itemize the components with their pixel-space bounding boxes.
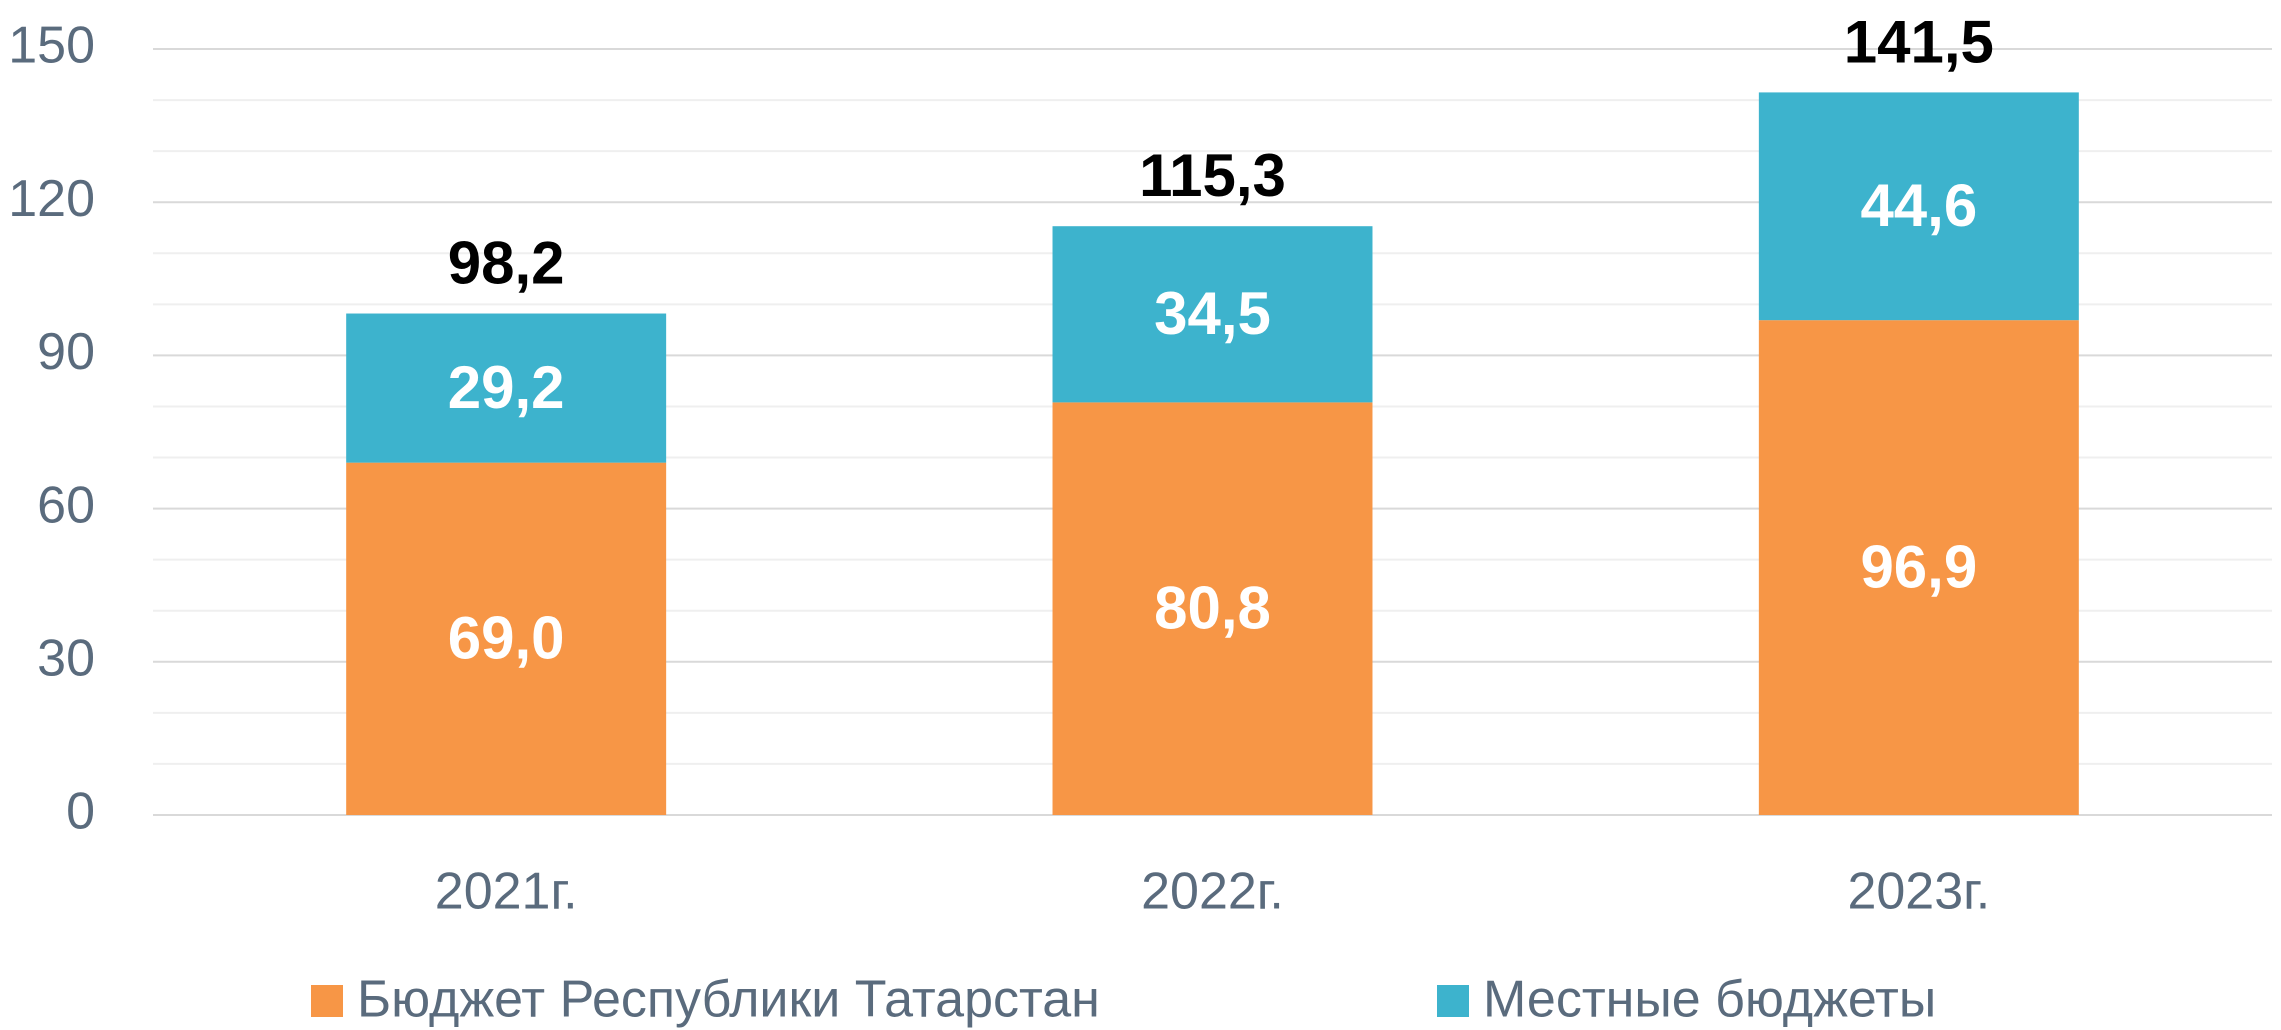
x-tick-label: 2022г.	[1141, 863, 1284, 921]
value-label: 69,0	[448, 605, 565, 672]
bar-segment	[1758, 320, 2079, 815]
legend-label: Бюджет Республики Татарстан	[357, 971, 1100, 1029]
bar-segment	[1052, 226, 1373, 403]
bar-segment	[346, 462, 667, 815]
y-tick-label: 60	[37, 476, 95, 534]
legend-swatch	[311, 985, 343, 1017]
value-label: 44,6	[1860, 172, 1977, 239]
value-label: 34,5	[1154, 280, 1271, 347]
y-tick-label: 90	[37, 323, 95, 381]
legend-swatch	[1437, 985, 1469, 1017]
value-label: 96,9	[1860, 533, 1977, 600]
bar-segment	[1052, 402, 1373, 815]
y-tick-label: 120	[8, 170, 95, 228]
bar-segment	[346, 313, 667, 463]
total-label: 115,3	[1139, 142, 1286, 209]
total-label: 141,5	[1844, 8, 1994, 75]
value-label: 29,2	[448, 354, 565, 421]
x-tick-label: 2021г.	[435, 863, 578, 921]
total-label: 98,2	[448, 229, 565, 296]
legend-label: Местные бюджеты	[1483, 971, 1936, 1029]
y-tick-label: 150	[8, 17, 95, 75]
bar-segment	[1758, 92, 2079, 321]
y-tick-label: 30	[37, 630, 95, 688]
value-label: 80,8	[1154, 575, 1271, 642]
y-tick-label: 0	[66, 783, 95, 841]
x-tick-label: 2023г.	[1847, 863, 1990, 921]
